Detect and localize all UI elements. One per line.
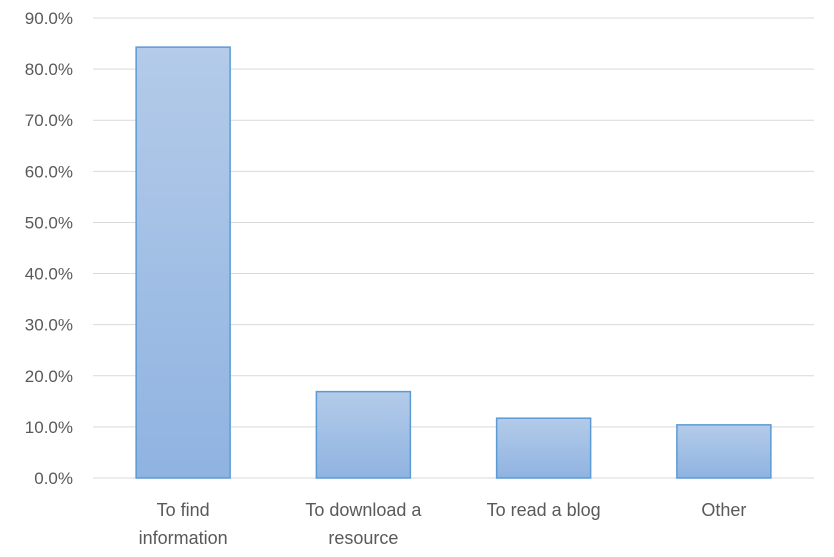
x-category-label: To download a resource <box>305 500 422 548</box>
x-category-label-line: Other <box>701 500 746 520</box>
y-tick-label: 80.0% <box>25 60 73 79</box>
y-tick-label: 20.0% <box>25 367 73 386</box>
y-tick-label: 30.0% <box>25 316 73 335</box>
x-category-label-line: To download a <box>305 500 422 520</box>
y-tick-label: 0.0% <box>34 469 73 488</box>
y-tick-label: 90.0% <box>25 9 73 28</box>
bar <box>676 424 772 479</box>
bar <box>315 390 412 479</box>
x-category-label: To find information <box>139 500 228 548</box>
y-tick-label: 10.0% <box>25 418 73 437</box>
x-category-label: To read a blog <box>487 500 601 520</box>
bars <box>135 46 772 479</box>
x-category-label-line: resource <box>328 528 398 548</box>
x-category-label-line: To find <box>157 500 210 520</box>
y-tick-label: 60.0% <box>25 162 73 181</box>
bar <box>135 46 231 479</box>
x-category-label-line: information <box>139 528 228 548</box>
x-category-label-line: To read a blog <box>487 500 601 520</box>
bar <box>495 417 592 479</box>
x-category-label: Other <box>701 500 746 520</box>
y-axis-tick-labels: 0.0% 10.0% 20.0% 30.0% 40.0% 50.0% 60.0% 70.0% 8… <box>25 9 73 488</box>
y-tick-label: 40.0% <box>25 265 73 284</box>
y-tick-label: 70.0% <box>25 111 73 130</box>
y-tick-label: 50.0% <box>25 213 73 232</box>
